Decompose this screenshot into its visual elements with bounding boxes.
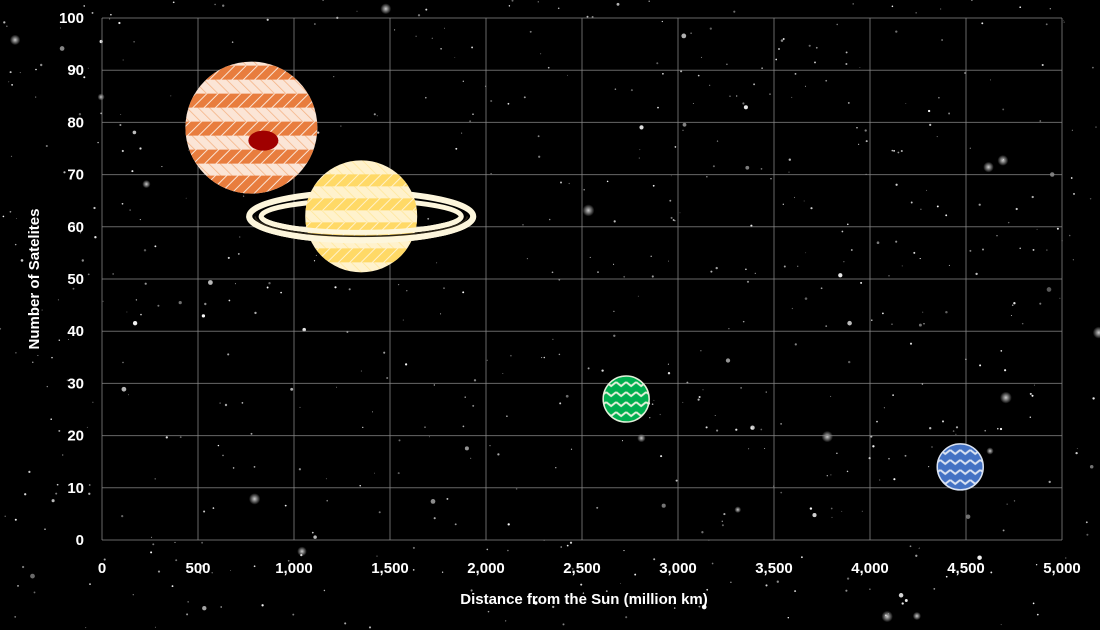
x-tick-label: 1,500	[371, 560, 409, 577]
y-tick-label: 30	[67, 375, 84, 392]
y-tick-label: 90	[67, 62, 84, 79]
x-tick-label: 4,500	[947, 560, 985, 577]
y-tick-label: 10	[67, 480, 84, 497]
data-points	[185, 61, 984, 491]
x-tick-label: 3,500	[755, 560, 793, 577]
x-tick-label: 2,500	[563, 560, 601, 577]
neptune-icon	[936, 443, 984, 491]
x-axis-title: Distance from the Sun (million km)	[460, 591, 708, 608]
uranus-icon	[602, 375, 650, 423]
y-tick-label: 20	[67, 428, 84, 445]
x-tick-label: 2,000	[467, 560, 505, 577]
y-tick-label: 50	[67, 271, 84, 288]
y-tick-label: 100	[59, 10, 84, 27]
y-tick-label: 70	[67, 167, 84, 184]
x-axis-ticks: 0 500 1,000 1,500 2,000 2,500 3,000 3,500 4,000 4…	[98, 560, 1081, 577]
y-axis-title: Number of Satelites	[26, 209, 43, 350]
x-tick-label: 5,000	[1043, 560, 1081, 577]
jupiter-icon	[185, 61, 318, 194]
y-tick-label: 40	[67, 323, 84, 340]
saturn-icon	[246, 160, 477, 273]
x-tick-label: 500	[185, 560, 210, 577]
gridlines	[101, 17, 1063, 541]
y-tick-label: 80	[67, 114, 84, 131]
x-tick-label: 1,000	[275, 560, 313, 577]
y-tick-label: 60	[67, 219, 84, 236]
x-tick-label: 0	[98, 560, 106, 577]
x-tick-label: 4,000	[851, 560, 889, 577]
y-axis-ticks: 0 10 20 30 40 50 60 70 80 90 100	[59, 10, 84, 549]
x-tick-label: 3,000	[659, 560, 697, 577]
y-tick-label: 0	[76, 532, 84, 549]
